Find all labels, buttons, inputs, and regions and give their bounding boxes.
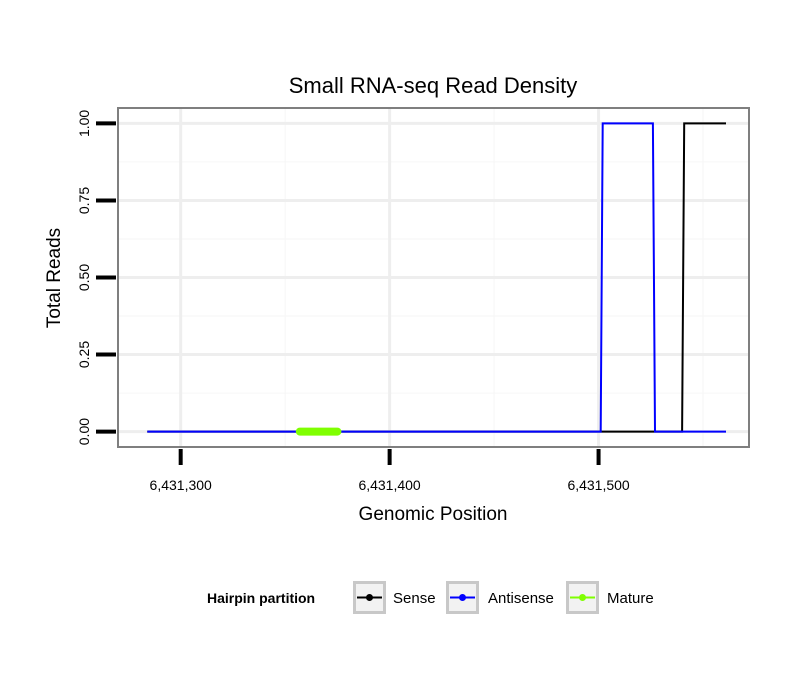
y-tick-label: 0.00 <box>76 418 92 445</box>
legend-label-antisense: Antisense <box>488 590 554 607</box>
x-axis: 6,431,300 6,431,400 6,431,500 <box>150 449 630 493</box>
y-tick-label: 0.75 <box>76 187 92 214</box>
legend: Hairpin partition Sense Antisense Mature <box>207 581 654 614</box>
y-axis: 0.00 0.25 0.50 0.75 1.00 <box>76 110 116 445</box>
x-tick-label: 6,431,500 <box>567 477 629 493</box>
legend-title: Hairpin partition <box>207 590 315 606</box>
y-tick-label: 1.00 <box>76 110 92 137</box>
y-axis-label: Total Reads <box>44 228 65 328</box>
legend-label-mature: Mature <box>607 590 654 607</box>
chart-title: Small RNA-seq Read Density <box>289 73 578 98</box>
legend-key-point-antisense <box>459 594 466 601</box>
x-tick-label: 6,431,400 <box>358 477 420 493</box>
series-layer <box>147 122 726 436</box>
legend-key-point-sense <box>366 594 373 601</box>
series-line-antisense <box>147 122 726 433</box>
plot-panel-border <box>117 107 750 448</box>
legend-label-sense: Sense <box>393 590 436 607</box>
x-axis-label: Genomic Position <box>359 504 508 525</box>
legend-key-point-mature <box>579 594 586 601</box>
grid-major <box>118 108 749 447</box>
y-tick-label: 0.25 <box>76 341 92 368</box>
x-tick-label: 6,431,300 <box>150 477 212 493</box>
y-tick-label: 0.50 <box>76 264 92 291</box>
